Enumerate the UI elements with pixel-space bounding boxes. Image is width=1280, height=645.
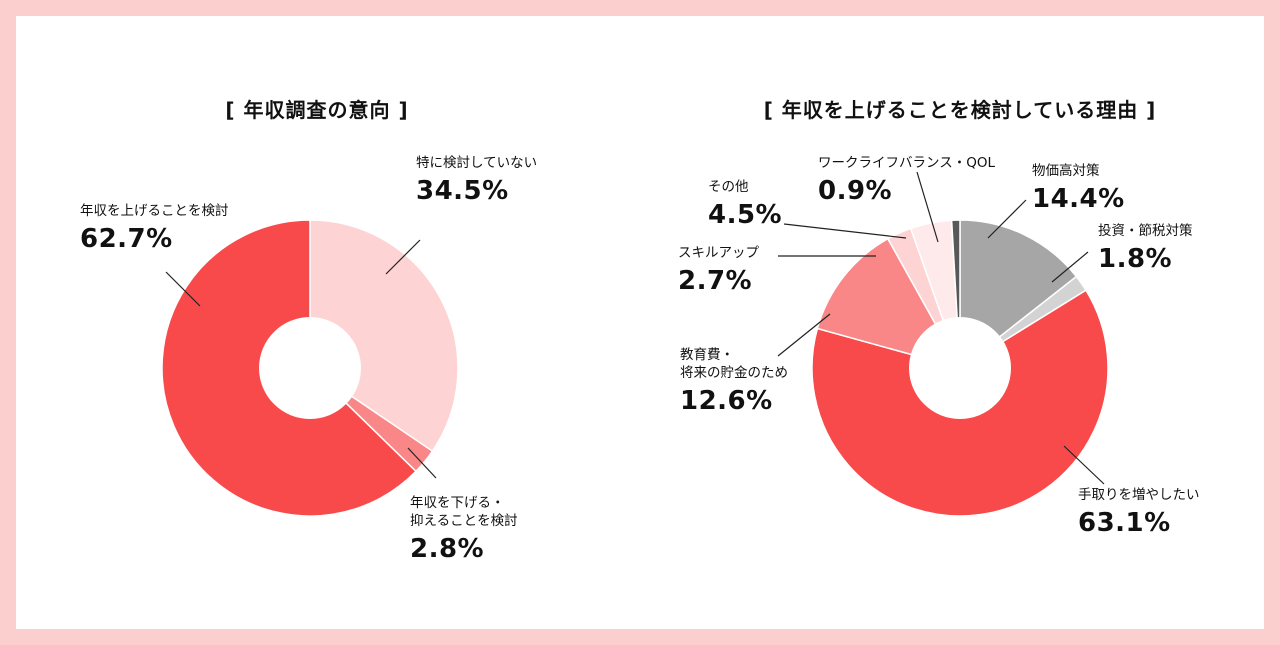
leader-line-2 bbox=[407, 447, 437, 479]
slice-value: 62.7% bbox=[80, 224, 173, 254]
slice-value: 2.7% bbox=[678, 266, 753, 296]
label-take-home-pay: 手取りを増やしたい 63.1% bbox=[1078, 486, 1200, 538]
chart-title-left: [ 年収調査の意向 ] bbox=[225, 98, 409, 122]
leader-line-4 bbox=[987, 199, 1027, 239]
leader-line-3 bbox=[916, 171, 939, 243]
slice-value: 63.1% bbox=[1078, 508, 1171, 538]
slice-value: 12.6% bbox=[680, 386, 773, 416]
leader-line-8 bbox=[777, 313, 831, 357]
slice-value: 2.8% bbox=[410, 534, 485, 564]
slice-value: 14.4% bbox=[1032, 184, 1125, 214]
label-investment-tax: 投資・節税対策 1.8% bbox=[1098, 222, 1193, 274]
chart-title-right: [ 年収を上げることを検討している理由 ] bbox=[763, 98, 1157, 122]
leader-line-0 bbox=[385, 239, 421, 275]
slice-value: 4.5% bbox=[708, 200, 783, 230]
slice-value: 34.5% bbox=[416, 176, 509, 206]
label-inflation: 物価高対策 14.4% bbox=[1032, 162, 1125, 214]
chart-card: [ 年収調査の意向 ] [ 年収を上げることを検討している理由 ] 特に検討して… bbox=[16, 16, 1264, 629]
leader-line-6 bbox=[1051, 251, 1089, 283]
pie-slice-0-0 bbox=[309, 219, 459, 453]
slice-label: スキルアップ bbox=[678, 245, 759, 261]
leader-line-1 bbox=[165, 271, 201, 307]
slice-value: 0.9% bbox=[818, 176, 893, 206]
label-not-considering: 特に検討していない 34.5% bbox=[416, 154, 537, 206]
donut-hole bbox=[909, 317, 1011, 419]
charts-svg bbox=[161, 171, 1109, 517]
donut-hole bbox=[259, 317, 361, 419]
slice-label: その他 bbox=[708, 179, 749, 195]
slice-label: 物価高対策 bbox=[1032, 163, 1100, 179]
leader-lines bbox=[165, 171, 1105, 485]
pie-chart-raise-reasons bbox=[811, 219, 1109, 517]
slice-value: 1.8% bbox=[1098, 244, 1173, 274]
slice-label: 手取りを増やしたい bbox=[1078, 487, 1200, 503]
label-work-life-balance: ワークライフバランス・QOL 0.9% bbox=[818, 154, 995, 206]
slice-label: 投資・節税対策 bbox=[1098, 223, 1193, 239]
leader-line-9 bbox=[1063, 445, 1105, 485]
label-raise-income: 年収を上げることを検討 62.7% bbox=[80, 202, 229, 254]
slice-label: 特に検討していない bbox=[416, 155, 538, 171]
label-skill-up: スキルアップ 2.7% bbox=[678, 244, 759, 296]
slice-label: ワークライフバランス・QOL bbox=[818, 155, 996, 171]
slice-label: 教育費・ 将来の貯金のため bbox=[680, 347, 788, 381]
label-other: その他 4.5% bbox=[708, 178, 782, 230]
label-lower-income: 年収を下げる・ 抑えることを検討 2.8% bbox=[410, 494, 518, 564]
pie-chart-income-intention bbox=[161, 219, 459, 517]
leader-line-5 bbox=[783, 223, 907, 239]
label-education: 教育費・ 将来の貯金のため 12.6% bbox=[680, 346, 788, 416]
slice-label: 年収を下げる・ 抑えることを検討 bbox=[410, 495, 518, 529]
slice-label: 年収を上げることを検討 bbox=[80, 203, 229, 219]
